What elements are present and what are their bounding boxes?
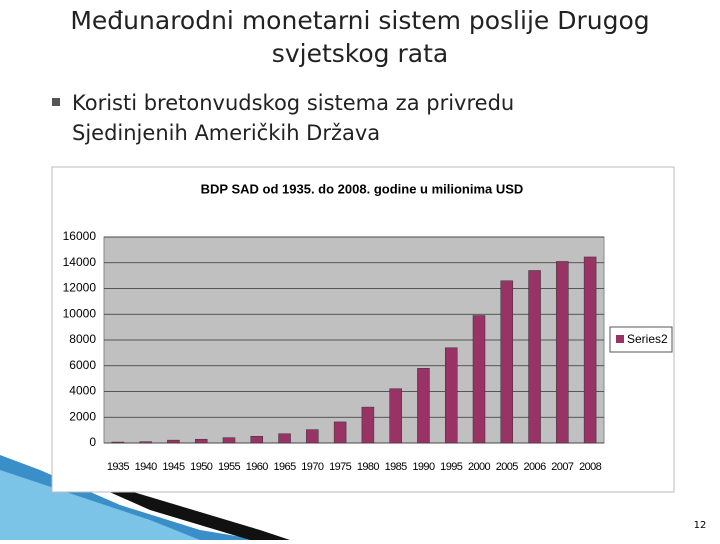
y-tick-label: 2000 <box>69 409 96 423</box>
y-tick-label: 0 <box>89 435 96 449</box>
bar <box>250 435 264 444</box>
bar <box>389 388 402 444</box>
bar <box>417 368 430 444</box>
x-tick-label: 1950 <box>190 461 213 473</box>
x-tick-label: 1975 <box>329 461 352 473</box>
bar <box>556 261 569 444</box>
bar <box>528 270 541 444</box>
y-tick-label: 8000 <box>69 332 96 346</box>
x-tick-label: 2008 <box>579 461 602 473</box>
bar <box>111 441 125 444</box>
slide-title: Međunarodni monetarni sistem poslije Dru… <box>70 6 649 35</box>
bar <box>139 441 152 444</box>
x-tick-label: 1995 <box>440 461 463 473</box>
bar <box>306 429 319 444</box>
bar <box>500 280 514 444</box>
x-tick-label: 1990 <box>412 461 435 473</box>
page-number: 12 <box>694 520 707 531</box>
bar <box>444 347 458 444</box>
bar <box>222 437 236 444</box>
bar <box>361 406 375 444</box>
bullet-text: Koristi bretonvudskog sistema za privred… <box>72 91 514 115</box>
y-tick-label: 12000 <box>63 281 97 295</box>
x-tick-label: 1945 <box>162 461 185 473</box>
chart-title: BDP SAD od 1935. do 2008. godine u milio… <box>201 181 524 196</box>
x-tick-label: 1985 <box>385 461 408 473</box>
bar <box>472 315 486 444</box>
y-tick-label: 16000 <box>63 229 97 243</box>
x-tick-label: 2000 <box>468 461 491 473</box>
bar <box>583 256 597 444</box>
bar <box>194 438 208 444</box>
x-tick-label: 1965 <box>274 461 297 473</box>
x-tick-label: 2007 <box>551 461 574 473</box>
legend-label: Series2 <box>627 332 668 346</box>
y-tick-label: 4000 <box>69 384 96 398</box>
x-tick-label: 1955 <box>218 461 241 473</box>
decoration <box>0 470 200 540</box>
bullet-icon <box>52 98 60 106</box>
bar <box>167 439 180 444</box>
bar <box>278 433 291 444</box>
x-tick-label: 1935 <box>107 461 130 473</box>
bullet-text: Sjedinjenih Američkih Država <box>72 121 380 145</box>
y-tick-label: 10000 <box>63 306 97 320</box>
x-tick-label: 1960 <box>246 461 269 473</box>
x-tick-label: 1980 <box>357 461 380 473</box>
bar <box>333 421 347 444</box>
x-tick-label: 1940 <box>135 461 158 473</box>
x-tick-label: 2005 <box>496 461 519 473</box>
x-tick-label: 2006 <box>524 461 547 473</box>
y-tick-label: 6000 <box>69 358 96 372</box>
legend-swatch <box>616 335 624 343</box>
y-tick-label: 14000 <box>63 255 97 269</box>
slide-title: svjetskog rata <box>272 39 448 68</box>
x-tick-label: 1970 <box>301 461 324 473</box>
